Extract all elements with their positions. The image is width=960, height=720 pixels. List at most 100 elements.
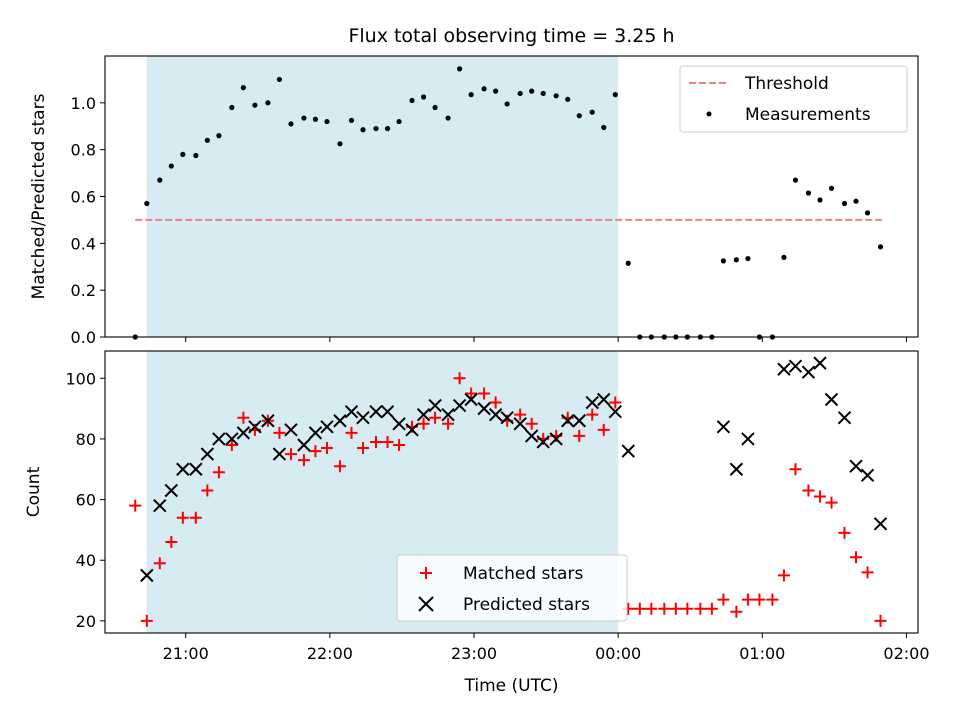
predicted-stars-legend-swatch — [418, 596, 434, 612]
predicted-star-point — [477, 401, 491, 416]
predicted-star-point — [164, 483, 179, 498]
measurement-point — [168, 163, 174, 169]
predicted-star-point — [189, 462, 203, 476]
measurement-point — [265, 100, 271, 106]
predicted-star-point — [452, 398, 467, 413]
matched-star-point — [297, 454, 310, 467]
matched-stars-legend-swatch — [420, 567, 432, 579]
matched-star-point — [165, 536, 178, 549]
measurement-point — [625, 260, 631, 266]
top-y-ticks: 0.0 0.2 0.4 0.6 0.8 1.0 — [71, 94, 105, 347]
y-tick-label: 0.0 — [71, 328, 96, 347]
measurement-point — [841, 200, 848, 207]
matched-star-point — [478, 387, 491, 400]
measurement-point — [420, 94, 427, 100]
matched-star-point — [140, 614, 153, 627]
matched-star-point — [453, 372, 466, 385]
measurement-point — [457, 66, 463, 72]
predicted-star-point — [536, 435, 550, 449]
matched-star-point — [237, 411, 250, 424]
matched-star-point — [176, 511, 189, 524]
measurement-point — [565, 96, 571, 102]
measurements-legend-swatch — [706, 111, 712, 117]
predicted-star-point — [176, 462, 190, 476]
measurement-point — [877, 244, 884, 250]
matched-star-point — [417, 417, 430, 430]
matched-star-point — [489, 396, 502, 409]
matched-star-point — [645, 602, 658, 615]
predicted-star-point — [320, 420, 334, 434]
predicted-star-point — [140, 568, 154, 583]
measurement-point — [216, 133, 222, 139]
predicted-star-point — [741, 432, 755, 446]
bottom-y-ticks: 20 40 60 80 100 — [65, 369, 105, 631]
measurement-point — [493, 88, 499, 94]
measurement-point — [180, 151, 186, 157]
matched-star-point — [525, 417, 538, 430]
matched-star-point — [357, 442, 370, 455]
predicted-star-point — [464, 392, 478, 407]
x-tick-label: 21:00 — [163, 644, 209, 663]
x-tick-label: 22:00 — [307, 644, 353, 663]
measurement-point — [601, 124, 607, 131]
predicted-star-point — [585, 395, 599, 410]
measurement-point — [252, 102, 258, 108]
predicted-star-point — [849, 459, 863, 473]
matched-star-point — [777, 569, 790, 582]
matched-star-point — [586, 408, 599, 421]
predicted-star-point — [488, 407, 503, 422]
matched-star-point — [309, 445, 322, 458]
measurement-point — [409, 97, 415, 104]
predicted-star-point — [392, 417, 406, 431]
predicted-star-point — [608, 404, 622, 419]
measurement-point — [817, 197, 823, 203]
matched-star-point — [658, 602, 671, 615]
measurement-point — [733, 257, 739, 263]
matched-star-point — [573, 429, 586, 442]
measurement-point — [229, 104, 235, 111]
predicted-star-point — [308, 426, 323, 440]
matched-stars-series — [129, 372, 887, 627]
y-tick-label: 40 — [76, 551, 96, 570]
matched-star-point — [442, 417, 455, 430]
bottom-axes-frame — [104, 350, 919, 634]
matched-star-point — [825, 496, 838, 509]
measurement-point — [720, 258, 726, 264]
predicted-star-point — [200, 447, 215, 461]
measurement-point — [445, 115, 451, 121]
y-tick-label: 0.6 — [71, 188, 96, 207]
predicted-star-point — [261, 414, 275, 428]
predicted-star-point — [297, 438, 311, 452]
matched-star-point — [681, 602, 694, 615]
measurement-point — [504, 101, 510, 107]
predicted-star-point — [405, 423, 419, 437]
measurement-point — [828, 185, 835, 191]
matched-star-point — [813, 490, 826, 503]
measurements-series — [132, 66, 884, 340]
measurement-point — [553, 93, 559, 99]
measurement-point — [781, 254, 787, 260]
measurement-point — [144, 200, 150, 207]
measurement-point — [193, 152, 199, 159]
matched-star-point — [345, 426, 358, 439]
predicted-star-point — [621, 444, 635, 458]
measurement-point — [360, 127, 366, 133]
x-axis-label: Time (UTC) — [464, 676, 559, 696]
predicted-star-point — [513, 417, 527, 431]
matched-star-point — [212, 466, 225, 479]
predicted-star-point — [428, 398, 442, 413]
predicted-star-point — [873, 517, 888, 531]
predicted-star-point — [597, 392, 611, 407]
x-tick-label: 02:00 — [883, 644, 929, 663]
measurement-point — [468, 92, 474, 98]
predicted-star-point — [333, 414, 347, 428]
matched-star-point — [753, 593, 766, 606]
measurement-point — [348, 117, 355, 123]
top-observing-window — [146, 56, 619, 337]
predicted-star-point — [225, 432, 239, 446]
predicted-star-point — [212, 432, 226, 446]
matched-star-point — [717, 593, 730, 606]
bottom-x-ticks: 21:00 22:00 23:00 00:00 01:00 02:00 — [163, 633, 930, 663]
measurement-point — [373, 125, 379, 132]
measurement-point — [864, 210, 871, 216]
